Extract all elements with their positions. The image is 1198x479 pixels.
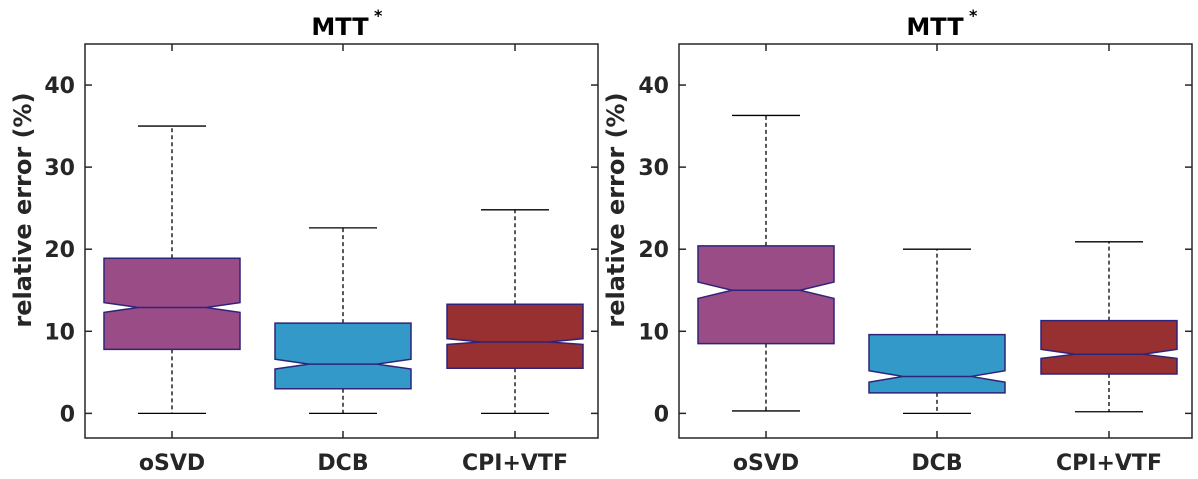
box-dcb (274, 227, 412, 415)
y-tick-label: 40 (638, 74, 669, 99)
y-tick-label: 30 (638, 156, 669, 181)
box-cpi-vtf (1040, 241, 1178, 413)
notched-box (446, 303, 584, 369)
chart-title: MTT (906, 13, 964, 41)
box-cpi-vtf (446, 209, 584, 415)
notched-box (274, 322, 412, 390)
y-tick-label: 10 (44, 320, 75, 345)
y-axis-label: relative error (%) (602, 92, 630, 327)
notched-box (697, 245, 835, 345)
notched-box (1040, 319, 1178, 375)
notched-box (103, 257, 241, 351)
box-osvd (697, 114, 835, 412)
axes-frame (84, 43, 599, 439)
axes-frame (678, 43, 1193, 439)
x-tick-label: CPI+VTF (1056, 451, 1162, 476)
chart-title-superscript: * (374, 6, 383, 25)
y-tick-label: 0 (60, 402, 75, 427)
boxplot-panel-left: MTT * relative error (%) 0 10 20 30 40 oSVD DC… (9, 6, 599, 476)
x-tick-label: DCB (317, 451, 368, 476)
boxplot-panel-right: MTT * relative error (%) 0 10 20 30 40 oSVD DC… (602, 6, 1193, 476)
x-tick-label: oSVD (139, 451, 205, 476)
y-tick-label: 30 (44, 156, 75, 181)
y-tick-label: 40 (44, 74, 75, 99)
x-tick-label: oSVD (733, 451, 799, 476)
y-tick-label: 20 (638, 238, 669, 263)
chart-title-superscript: * (969, 6, 978, 25)
x-tick-label: DCB (911, 451, 962, 476)
y-tick-label: 20 (44, 238, 75, 263)
y-axis-label: relative error (%) (9, 92, 37, 327)
x-tick-label: CPI+VTF (462, 451, 568, 476)
box-dcb (868, 248, 1006, 415)
chart-title: MTT (311, 13, 369, 41)
y-tick-label: 10 (638, 320, 669, 345)
box-osvd (103, 125, 241, 415)
notched-box (868, 333, 1006, 394)
y-tick-label: 0 (654, 402, 669, 427)
